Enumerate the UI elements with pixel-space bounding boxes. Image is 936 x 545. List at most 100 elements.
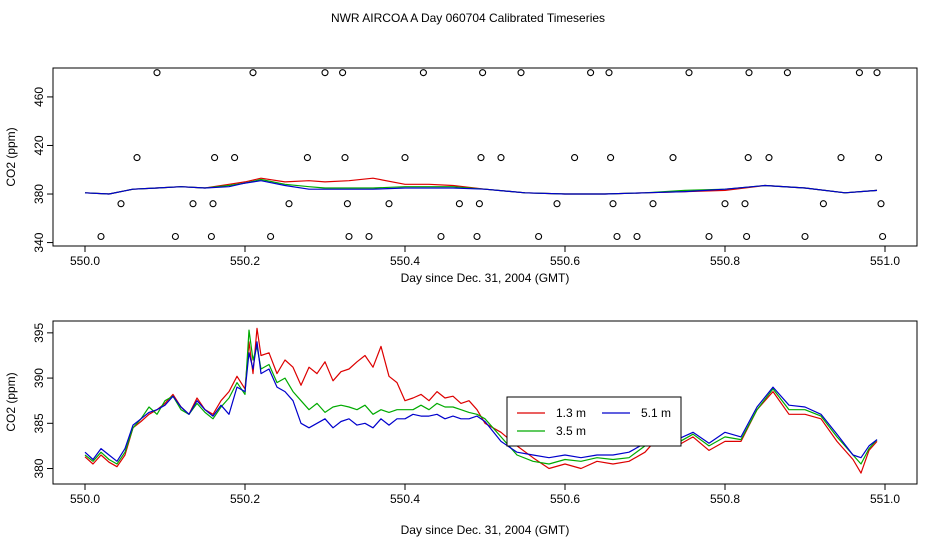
bottom-x-axis-label: Day since Dec. 31, 2004 (GMT)	[401, 523, 570, 537]
x-tick-label: 550.6	[550, 254, 580, 268]
series-line-5-1-m	[84, 180, 878, 195]
outlier-point	[609, 200, 617, 208]
x-tick-label: 550.0	[70, 254, 100, 268]
outlier-point	[401, 154, 409, 162]
series-line-5-1-m	[84, 341, 878, 462]
x-tick-label: 550.8	[710, 492, 740, 506]
outlier-point	[745, 69, 753, 77]
outlier-point	[211, 154, 219, 162]
x-tick-label: 550.0	[70, 492, 100, 506]
y-tick-label: 340	[32, 232, 46, 252]
outlier-point	[385, 200, 393, 208]
top-series-marks	[84, 69, 887, 241]
outlier-point	[873, 69, 881, 77]
outlier-point	[267, 232, 275, 241]
outlier-point	[633, 232, 641, 241]
outlier-point	[721, 200, 729, 208]
outlier-point	[705, 232, 713, 241]
outlier-point	[343, 200, 351, 208]
top-y-axis-label: CO2 (ppm)	[4, 127, 18, 186]
outlier-point	[801, 232, 809, 241]
legend-label-5-1m: 5.1 m	[641, 406, 671, 420]
series-line-1-3-m	[84, 327, 878, 474]
outlier-point	[855, 69, 863, 77]
outlier-point	[339, 69, 347, 77]
outlier-point	[607, 154, 615, 162]
top-plot-frame	[52, 67, 918, 247]
outlier-point	[741, 200, 749, 208]
outlier-point	[613, 232, 621, 241]
y-tick-label: 380	[32, 458, 46, 478]
outlier-point	[685, 69, 693, 77]
outlier-point	[171, 232, 179, 241]
x-tick-label: 551.0	[870, 254, 900, 268]
outlier-point	[783, 69, 791, 77]
legend-label-1-3m: 1.3 m	[556, 406, 586, 420]
outlier-point	[207, 232, 215, 241]
outlier-point	[365, 232, 373, 241]
x-tick-label: 550.4	[390, 254, 420, 268]
outlier-point	[497, 154, 505, 162]
legend-label-3-5m: 3.5 m	[556, 424, 586, 438]
outlier-point	[649, 200, 657, 208]
top-y-ticks: 340 380 420 460	[32, 87, 53, 253]
legend-box	[506, 396, 682, 447]
y-tick-label: 380	[32, 184, 46, 204]
outlier-point	[605, 69, 613, 77]
outlier-point	[571, 154, 579, 162]
outlier-point	[479, 69, 487, 77]
top-panel: 550.0 550.2 550.4 550.6 550.8 551.0 340 380 420…	[4, 67, 918, 285]
top-x-axis-label: Day since Dec. 31, 2004 (GMT)	[401, 271, 570, 285]
y-tick-label: 460	[32, 87, 46, 107]
bottom-panel: 550.0 550.2 550.4 550.6 550.8 551.0 380 385 390…	[4, 320, 918, 537]
x-tick-label: 550.8	[710, 254, 740, 268]
outlier-point	[189, 200, 197, 208]
outlier-point	[819, 200, 827, 208]
series-line-3-5-m	[84, 329, 878, 465]
outlier-point	[475, 200, 483, 208]
outlier-point	[743, 232, 751, 241]
outlier-point	[553, 200, 561, 208]
outlier-point	[473, 232, 481, 241]
outlier-point	[97, 232, 105, 241]
outlier-point	[303, 154, 311, 162]
outlier-point	[321, 69, 329, 77]
x-tick-label: 551.0	[870, 492, 900, 506]
outlier-point	[285, 200, 293, 208]
outlier-point	[153, 69, 161, 77]
outlier-point	[437, 232, 445, 241]
y-tick-label: 390	[32, 368, 46, 388]
outlier-point	[345, 232, 353, 241]
outlier-point	[517, 69, 525, 77]
outlier-point	[837, 154, 845, 162]
chart-title: NWR AIRCOA A Day 060704 Calibrated Times…	[331, 11, 605, 25]
chart-legend: 1.3 m 3.5 m 5.1 m	[506, 396, 682, 447]
bottom-y-axis-label: CO2 (ppm)	[4, 372, 18, 431]
outlier-point	[744, 154, 752, 162]
outlier-point	[477, 154, 485, 162]
x-tick-label: 550.2	[230, 492, 260, 506]
top-x-ticks: 550.0 550.2 550.4 550.6 550.8 551.0	[70, 245, 900, 268]
outlier-point	[879, 232, 887, 241]
outlier-point	[341, 154, 349, 162]
outlier-point	[209, 200, 217, 208]
bottom-x-ticks: 550.0 550.2 550.4 550.6 550.8 551.0	[70, 483, 900, 506]
y-tick-label: 385	[32, 413, 46, 433]
x-tick-label: 550.6	[550, 492, 580, 506]
outlier-point	[249, 69, 257, 77]
outlier-point	[419, 69, 427, 77]
y-tick-label: 420	[32, 135, 46, 155]
x-tick-label: 550.4	[390, 492, 420, 506]
outlier-point	[875, 154, 883, 162]
outlier-point	[133, 154, 141, 162]
outlier-point	[587, 69, 595, 77]
outlier-point	[669, 154, 677, 162]
bottom-series-marks	[84, 327, 878, 474]
outlier-point	[535, 232, 543, 241]
bottom-y-ticks: 380 385 390 395	[32, 323, 53, 479]
outlier-point	[877, 200, 885, 208]
y-tick-label: 395	[32, 323, 46, 343]
outlier-point	[765, 154, 773, 162]
